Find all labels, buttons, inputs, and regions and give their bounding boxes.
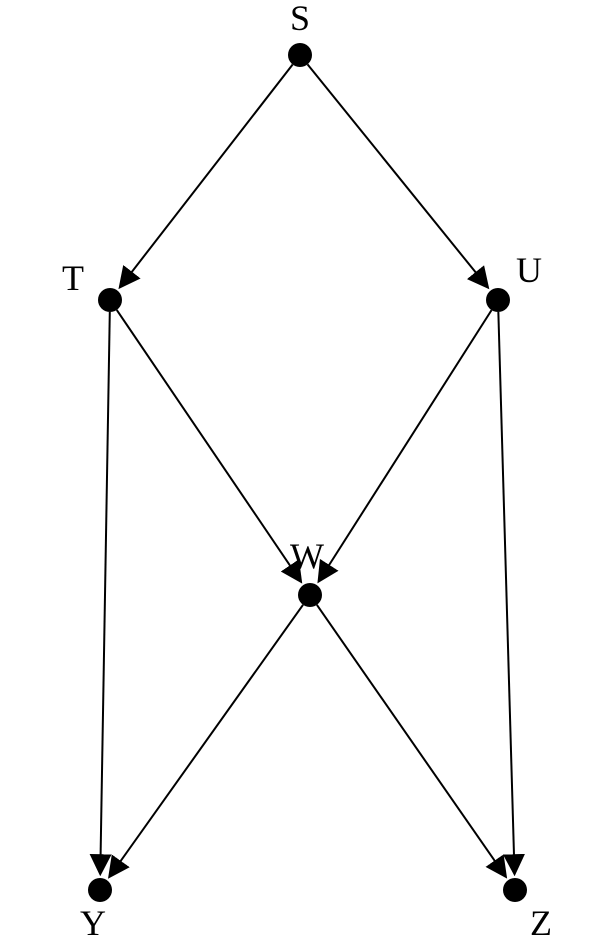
edges-group bbox=[100, 64, 514, 877]
edge-U-W bbox=[319, 310, 492, 581]
node-T bbox=[98, 288, 122, 312]
node-label-T: T bbox=[62, 258, 84, 298]
edge-U-Z bbox=[498, 312, 514, 874]
node-Z bbox=[503, 878, 527, 902]
edge-W-Y bbox=[109, 605, 303, 877]
node-label-W: W bbox=[290, 536, 324, 576]
node-label-U: U bbox=[516, 250, 542, 290]
edge-S-T bbox=[120, 64, 293, 287]
nodes-group bbox=[88, 43, 527, 902]
edge-T-Y bbox=[100, 312, 110, 874]
node-S bbox=[288, 43, 312, 67]
edge-S-U bbox=[308, 64, 488, 287]
node-U bbox=[486, 288, 510, 312]
node-label-Z: Z bbox=[530, 903, 552, 943]
labels-group: S T U W Y Z bbox=[62, 0, 552, 943]
directed-graph: S T U W Y Z bbox=[0, 0, 600, 951]
node-label-S: S bbox=[290, 0, 310, 38]
node-W bbox=[298, 583, 322, 607]
edge-T-W bbox=[117, 310, 301, 582]
node-Y bbox=[88, 878, 112, 902]
edge-W-Z bbox=[317, 605, 506, 877]
node-label-Y: Y bbox=[80, 903, 106, 943]
